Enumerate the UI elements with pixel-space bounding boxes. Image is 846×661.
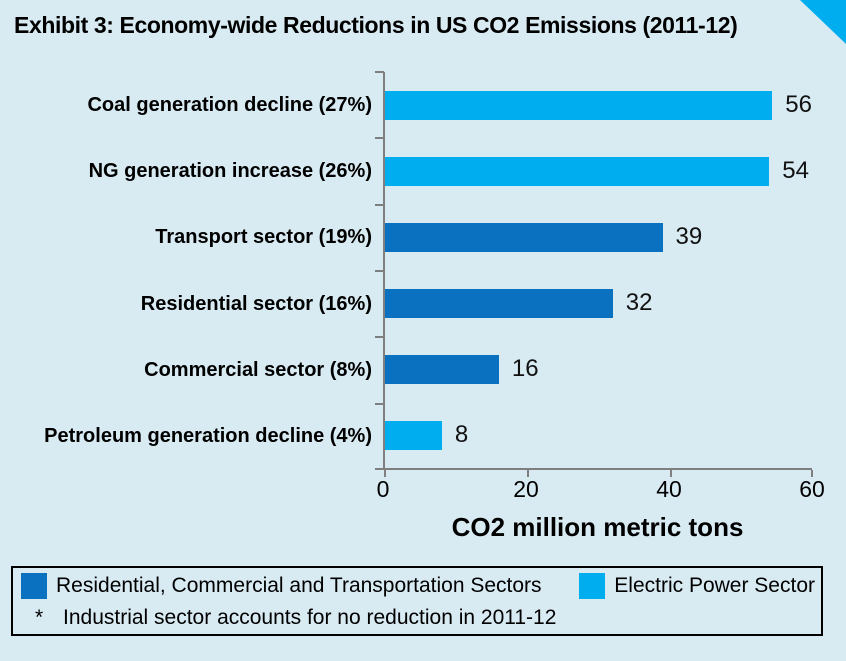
legend-item-electric-power: Electric Power Sector: [579, 573, 815, 599]
category-label: Residential sector (16%): [140, 292, 372, 315]
bar-transport-sector: [385, 222, 663, 252]
category-label: Petroleum generation decline (4%): [44, 425, 372, 448]
legend-label-rct-sectors: Residential, Commercial and Transportati…: [56, 574, 542, 597]
y-axis-tick: [375, 71, 384, 73]
legend-label-electric-power: Electric Power Sector: [614, 574, 815, 597]
footnote-row: * Industrial sector accounts for no redu…: [21, 606, 815, 630]
bar-row: 54: [385, 138, 812, 204]
category-label: Transport sector (19%): [155, 226, 372, 249]
legend-row: Residential, Commercial and Transportati…: [21, 573, 815, 599]
x-tick-label: 40: [656, 476, 682, 502]
x-axis-title: CO2 million metric tons: [451, 512, 744, 542]
legend-box: Residential, Commercial and Transportati…: [11, 566, 823, 636]
x-tick-label: 60: [799, 476, 825, 502]
bar-value: 39: [675, 223, 703, 250]
category-label: Coal generation decline (27%): [87, 93, 372, 116]
bar-value: 54: [782, 157, 809, 184]
y-axis-tick: [375, 270, 384, 272]
bar-ng-generation-increase: [385, 156, 770, 186]
x-axis-tick-labels: 0 20 40 60: [377, 476, 825, 502]
x-axis-tick: [811, 470, 813, 477]
y-axis-tick: [375, 203, 384, 206]
bar-row: 8: [385, 402, 812, 468]
bar-row: 39: [385, 204, 812, 270]
category-label: Commercial sector (8%): [144, 358, 372, 381]
bar-rows: 56 54 39 32 16 8: [385, 72, 812, 468]
bar-value: 32: [625, 289, 653, 316]
bar-residential-sector: [385, 288, 613, 318]
bar-row: 56: [385, 72, 812, 138]
category-label: NG generation increase (26%): [88, 159, 372, 182]
footnote-asterisk: *: [35, 606, 44, 629]
bar-value: 8: [454, 421, 469, 448]
bar-commercial-sector: [385, 354, 499, 384]
bar-coal-generation-decline: [385, 90, 773, 120]
corner-accent-triangle: [800, 0, 846, 44]
y-axis-tick: [375, 468, 384, 470]
legend-swatch-electric-power: [579, 573, 606, 599]
plot-area: 56 54 39 32 16 8: [375, 71, 813, 477]
bar-row: 16: [385, 336, 812, 402]
x-axis-tick: [670, 470, 672, 477]
legend-swatch-rct-sectors: [21, 573, 47, 599]
y-axis-tick: [375, 137, 384, 140]
bar-petroleum-generation-decline: [385, 420, 442, 450]
y-axis-tick: [375, 402, 384, 405]
footnote-text: Industrial sector accounts for no reduct…: [63, 606, 557, 629]
x-tick-label: 0: [376, 476, 390, 502]
x-axis-tick: [384, 470, 386, 477]
bar-value: 56: [785, 91, 812, 118]
bar-row: 32: [385, 270, 812, 336]
y-axis-tick: [375, 336, 384, 339]
category-axis-labels: Coal generation decline (27%) NG generat…: [0, 72, 372, 470]
x-axis-tick: [527, 470, 529, 477]
x-tick-label: 20: [513, 476, 539, 502]
chart-title: Exhibit 3: Economy-wide Reductions in US…: [14, 12, 738, 38]
bar-value: 16: [511, 355, 539, 382]
